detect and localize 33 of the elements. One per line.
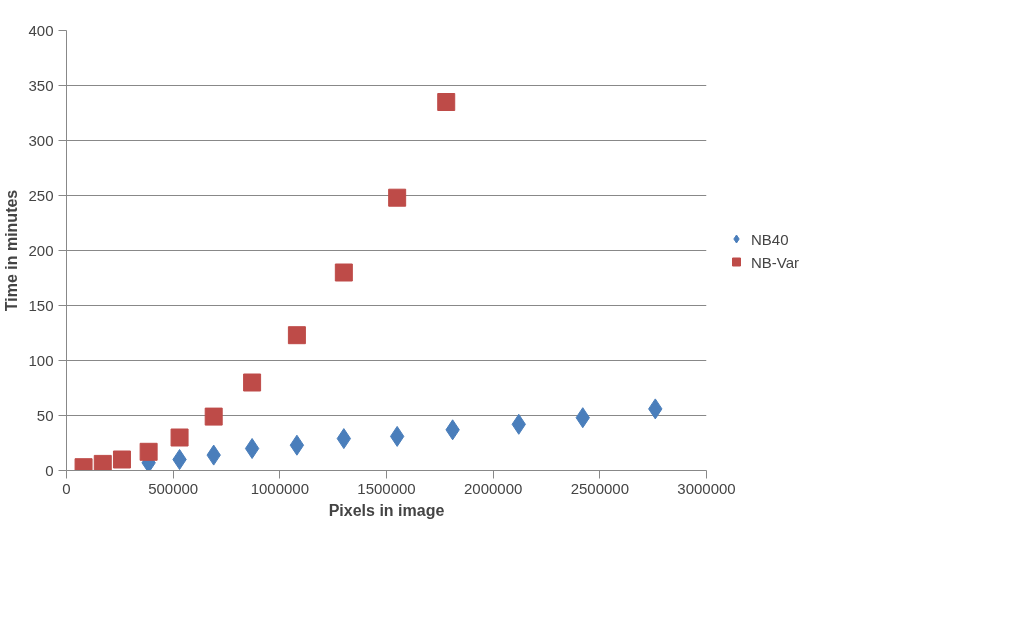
y-tick-label: 200: [28, 241, 54, 259]
x-axis-title: Pixels in image: [328, 501, 445, 519]
y-tick-label: 0: [45, 461, 54, 479]
x-tick-label: 2000000: [463, 479, 523, 497]
point: [287, 326, 306, 345]
point: [243, 373, 262, 392]
x-tick-label: 0: [62, 479, 71, 497]
y-tick-label: 250: [28, 186, 54, 204]
point: [244, 438, 260, 459]
x-tick-label: 3000000: [677, 479, 736, 497]
y-tick-label: 300: [28, 131, 54, 149]
point: [112, 450, 131, 469]
point: [204, 407, 223, 426]
point: [289, 434, 305, 456]
point: [93, 454, 112, 471]
x-tick-label: 1500000: [357, 479, 416, 497]
x-tick-label: 2500000: [570, 479, 630, 497]
y-tick-label: 350: [28, 76, 54, 94]
y-tick-label: 150: [28, 296, 54, 314]
point: [170, 428, 189, 447]
point: [172, 449, 187, 470]
y-tick-label: 100: [28, 351, 54, 369]
x-tick-label: 500000: [148, 479, 199, 497]
y-axis-title: Time in minutes: [3, 189, 21, 312]
point: [139, 442, 158, 461]
point: [388, 188, 407, 207]
y-tick-label: 50: [36, 406, 54, 424]
y-tick-label: 400: [28, 21, 54, 39]
x-tick-label: 1000000: [250, 479, 310, 497]
legend-label: NB40: [751, 230, 789, 247]
point: [334, 263, 353, 282]
legend-label: NB-Var: [751, 253, 800, 270]
point: [437, 93, 456, 111]
